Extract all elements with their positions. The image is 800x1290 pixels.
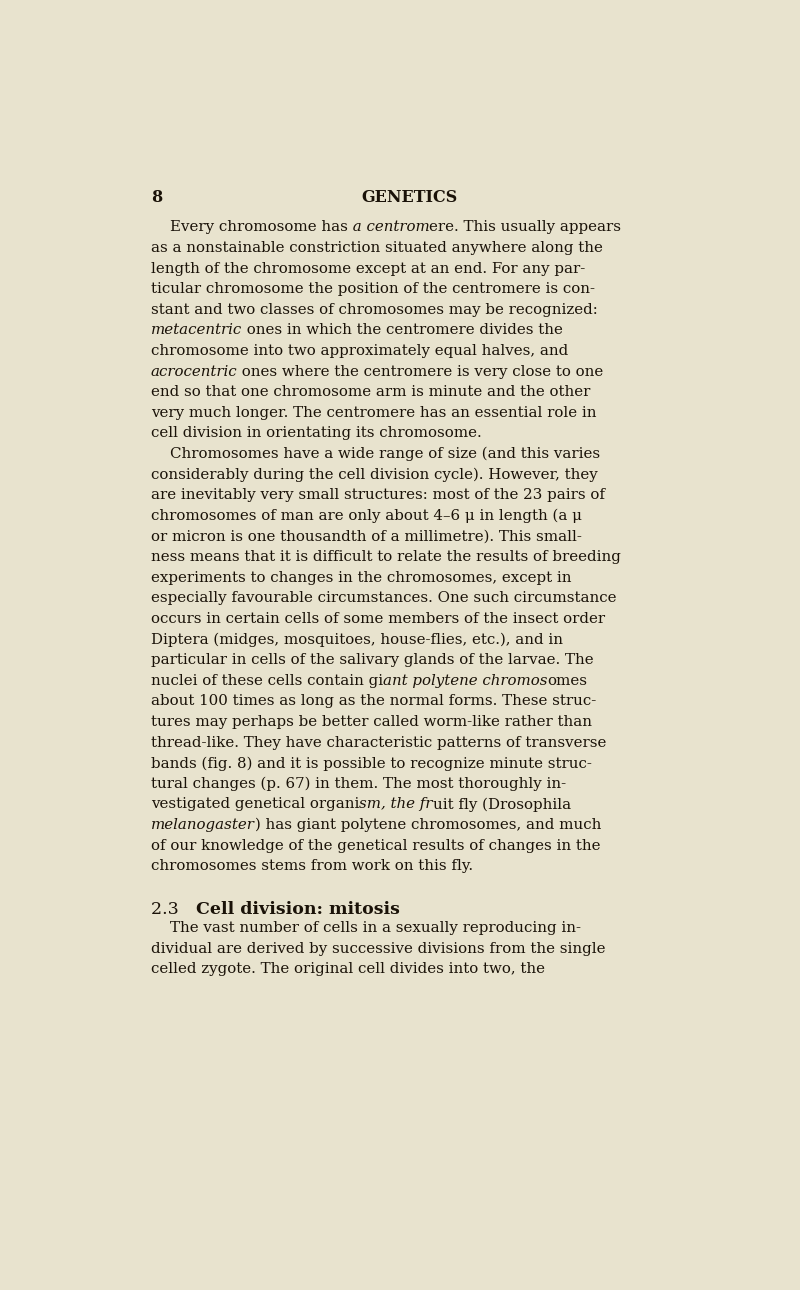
Text: considerably during the cell division cycle). However, they: considerably during the cell division cy… [151,468,598,482]
Text: Diptera (midges, mosquitoes, house-flies, etc.), and in: Diptera (midges, mosquitoes, house-flies… [151,632,563,648]
Text: thread-like. They have characteristic patterns of transverse: thread-like. They have characteristic pa… [151,735,606,749]
Text: uit fly (Drosophila: uit fly (Drosophila [433,797,570,811]
Text: ones where the centromere is very close to one: ones where the centromere is very close … [238,365,604,379]
Text: or micron is one thousandth of a millimetre). This small-: or micron is one thousandth of a millime… [151,529,582,543]
Text: melanogaster: melanogaster [151,818,254,832]
Text: chromosome into two approximately equal halves, and: chromosome into two approximately equal … [151,344,568,359]
Text: The vast number of cells in a sexually reproducing in-: The vast number of cells in a sexually r… [151,921,581,935]
Text: nuclei of these cells contain gi: nuclei of these cells contain gi [151,673,383,688]
Text: ) has giant polytene chromosomes, and much: ) has giant polytene chromosomes, and mu… [254,818,601,832]
Text: celled zygote. The original cell divides into two, the: celled zygote. The original cell divides… [151,962,545,977]
Text: 8: 8 [151,188,162,205]
Text: chromosomes stems from work on this fly.: chromosomes stems from work on this fly. [151,859,473,873]
Text: metacentric: metacentric [151,324,242,338]
Text: chromosomes of man are only about 4–6 μ in length (a μ: chromosomes of man are only about 4–6 μ … [151,510,582,524]
Text: a centrom: a centrom [348,221,430,235]
Text: bands (fig. 8) and it is possible to recognize minute struc-: bands (fig. 8) and it is possible to rec… [151,756,592,770]
Text: experiments to changes in the chromosomes, except in: experiments to changes in the chromosome… [151,570,571,584]
Text: 2.3: 2.3 [151,900,184,917]
Text: ticular chromosome the position of the centromere is con-: ticular chromosome the position of the c… [151,283,595,297]
Text: ness means that it is difficult to relate the results of breeding: ness means that it is difficult to relat… [151,550,621,564]
Text: are inevitably very small structures: most of the 23 pairs of: are inevitably very small structures: mo… [151,489,605,502]
Text: acrocentric: acrocentric [151,365,238,379]
Text: sm, the fr: sm, the fr [359,797,433,811]
Text: end so that one chromosome arm is minute and the other: end so that one chromosome arm is minute… [151,386,590,399]
Text: particular in cells of the salivary glands of the larvae. The: particular in cells of the salivary glan… [151,653,594,667]
Text: stant and two classes of chromosomes may be recognized:: stant and two classes of chromosomes may… [151,303,598,317]
Text: Chromosomes have a wide range of size (and this varies: Chromosomes have a wide range of size (a… [151,448,600,462]
Text: as a nonstainable constriction situated anywhere along the: as a nonstainable constriction situated … [151,241,602,255]
Text: of our knowledge of the genetical results of changes in the: of our knowledge of the genetical result… [151,838,600,853]
Text: vestigated genetical organi: vestigated genetical organi [151,797,359,811]
Text: ere. This usually appears: ere. This usually appears [430,221,622,235]
Text: cell division in orientating its chromosome.: cell division in orientating its chromos… [151,427,482,440]
Text: tures may perhaps be better called worm-like rather than: tures may perhaps be better called worm-… [151,715,592,729]
Text: ant polytene chromos: ant polytene chromos [383,673,547,688]
Text: Cell division: mitosis: Cell division: mitosis [184,900,400,917]
Text: about 100 times as long as the normal forms. These struc-: about 100 times as long as the normal fo… [151,694,596,708]
Text: occurs in certain cells of some members of the insect order: occurs in certain cells of some members … [151,611,605,626]
Text: ones in which the centromere divides the: ones in which the centromere divides the [242,324,563,338]
Text: tural changes (p. 67) in them. The most thoroughly in-: tural changes (p. 67) in them. The most … [151,777,566,791]
Text: especially favourable circumstances. One such circumstance: especially favourable circumstances. One… [151,591,616,605]
Text: omes: omes [547,673,587,688]
Text: dividual are derived by successive divisions from the single: dividual are derived by successive divis… [151,942,606,956]
Text: length of the chromosome except at an end. For any par-: length of the chromosome except at an en… [151,262,585,276]
Text: Every chromosome has: Every chromosome has [151,221,348,235]
Text: GENETICS: GENETICS [362,188,458,205]
Text: very much longer. The centromere has an essential role in: very much longer. The centromere has an … [151,406,596,419]
